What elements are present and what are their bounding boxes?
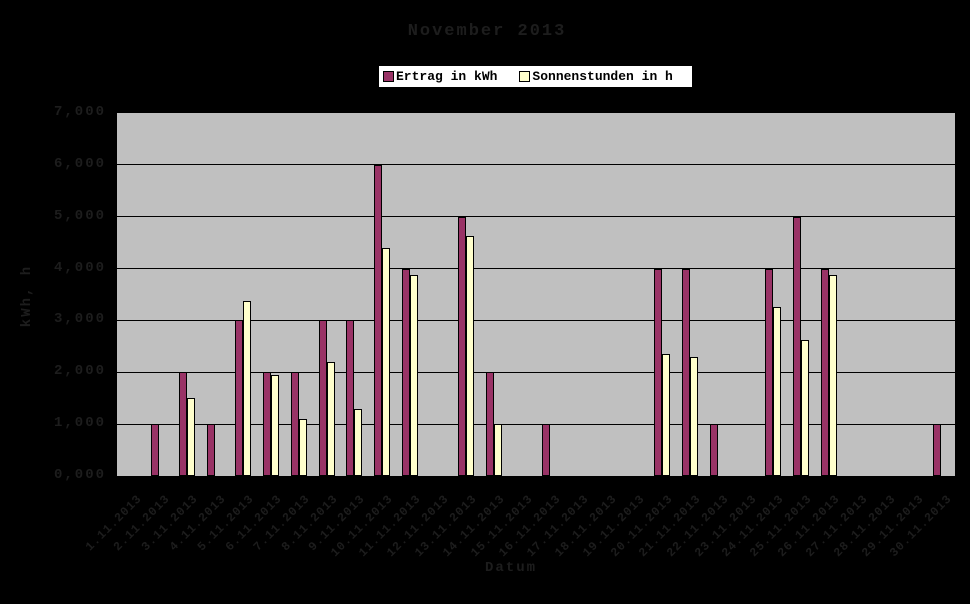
legend-item-ertrag: Ertrag in kWh — [383, 69, 497, 84]
y-axis-tick-label: 1,000 — [53, 415, 106, 432]
bar-ertrag-day-20 — [653, 268, 662, 476]
bar-sonnenstunden-day-6 — [270, 374, 279, 476]
bar-ertrag-day-2 — [150, 424, 159, 476]
bar-sonnenstunden-day-8 — [326, 361, 335, 476]
bar-ertrag-day-30 — [933, 424, 942, 476]
legend: Ertrag in kWh Sonnenstunden in h — [377, 64, 694, 89]
y-axis-title: kWh, h — [19, 264, 35, 328]
bar-ertrag-day-7 — [290, 372, 299, 476]
bar-ertrag-day-16 — [542, 424, 550, 476]
bar-sonnenstunden-day-24 — [773, 307, 782, 476]
bar-sonnenstunden-day-5 — [242, 301, 251, 476]
bar-sonnenstunden-day-14 — [494, 424, 503, 476]
gridline — [117, 423, 955, 425]
bar-ertrag-day-8 — [318, 320, 327, 476]
gridline — [117, 371, 955, 373]
y-axis-tick-label: 2,000 — [53, 363, 106, 380]
bar-ertrag-day-26 — [821, 268, 830, 476]
y-axis-tick-label: 5,000 — [53, 207, 106, 224]
legend-swatch-sonnenstunden — [519, 71, 531, 82]
bar-sonnenstunden-day-26 — [829, 275, 838, 476]
y-axis-tick-label: 7,000 — [53, 104, 106, 120]
chart-title: November 2013 — [407, 22, 567, 41]
bar-sonnenstunden-day-21 — [689, 356, 698, 476]
gridline — [117, 268, 955, 270]
bar-ertrag-day-24 — [765, 268, 774, 476]
legend-label-sonnenstunden: Sonnenstunden in h — [532, 69, 673, 84]
legend-label-ertrag: Ertrag in kWh — [396, 69, 498, 84]
bar-ertrag-day-4 — [206, 424, 215, 476]
bar-ertrag-day-25 — [793, 216, 802, 476]
y-axis-tick-label: 4,000 — [53, 259, 106, 276]
bar-sonnenstunden-day-13 — [466, 235, 475, 476]
bar-ertrag-day-6 — [262, 372, 271, 476]
bar-sonnenstunden-day-10 — [382, 247, 391, 476]
y-axis-tick-label: 0,000 — [53, 467, 106, 483]
bar-sonnenstunden-day-3 — [186, 398, 195, 476]
plot-area — [116, 112, 956, 478]
bar-ertrag-day-11 — [402, 268, 411, 476]
bar-sonnenstunden-day-25 — [801, 340, 810, 476]
bar-sonnenstunden-day-20 — [661, 354, 670, 476]
bar-sonnenstunden-day-9 — [354, 408, 363, 476]
gridline — [117, 216, 955, 218]
y-axis-tick-label: 6,000 — [53, 155, 106, 172]
bar-ertrag-day-3 — [178, 372, 187, 476]
bar-ertrag-day-21 — [681, 268, 690, 476]
gridline — [117, 319, 955, 321]
bar-sonnenstunden-day-7 — [298, 418, 307, 476]
bar-ertrag-day-13 — [458, 216, 467, 476]
x-axis-title: Datum — [484, 560, 537, 576]
gridline — [117, 164, 955, 166]
legend-item-sonnenstunden: Sonnenstunden in h — [519, 69, 673, 84]
bar-sonnenstunden-day-11 — [410, 275, 419, 476]
y-axis-tick-label: 3,000 — [53, 311, 106, 328]
bar-ertrag-day-22 — [709, 424, 718, 476]
bar-ertrag-day-10 — [374, 164, 383, 476]
bar-ertrag-day-14 — [486, 372, 495, 476]
bar-ertrag-day-5 — [234, 320, 243, 476]
legend-swatch-ertrag — [383, 71, 394, 82]
bar-ertrag-day-9 — [346, 320, 355, 476]
